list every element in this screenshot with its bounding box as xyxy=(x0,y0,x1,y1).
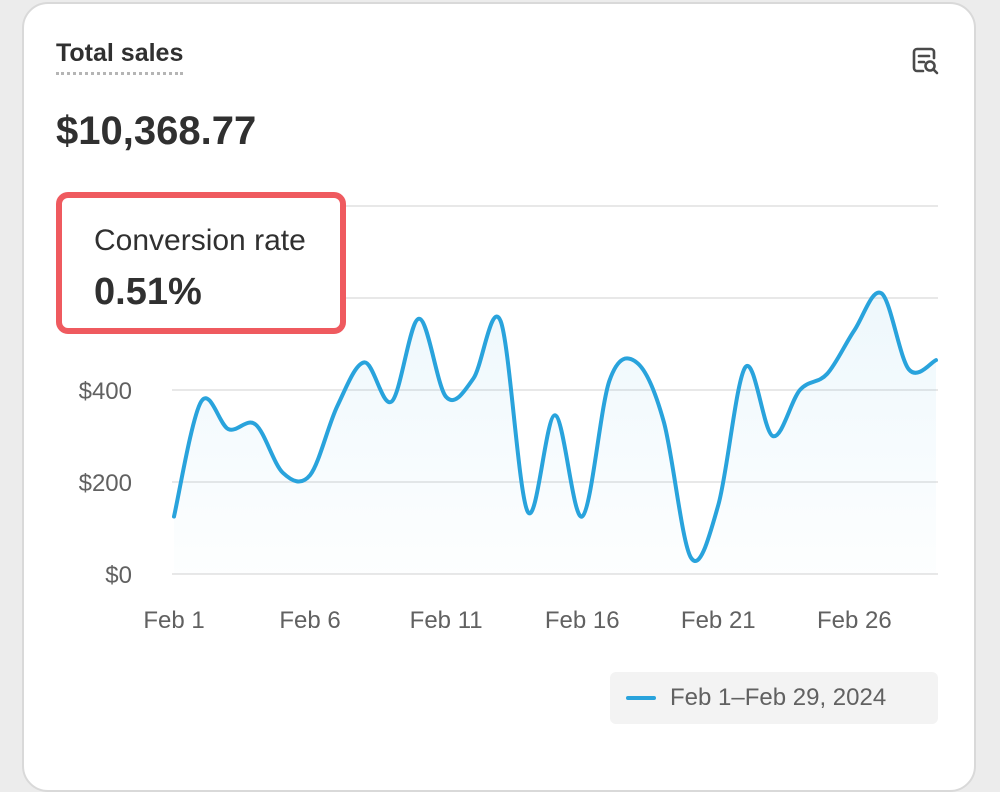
legend-swatch xyxy=(626,696,656,700)
y-tick-label: $200 xyxy=(79,470,132,497)
y-axis-ticks: $0 $200 $400 xyxy=(79,378,132,589)
y-tick-label: $0 xyxy=(105,562,132,589)
chart-legend[interactable]: Feb 1–Feb 29, 2024 xyxy=(610,672,938,724)
sales-line-chart: $0$200$400 Feb 1 Feb 6 Feb 11 Feb 16 Feb 21 F… xyxy=(79,205,938,634)
series-line[interactable] xyxy=(172,290,938,563)
conversion-rate-label: Conversion rate xyxy=(94,224,306,257)
x-tick-label: Feb 21 xyxy=(681,607,756,634)
x-tick-label: Feb 6 xyxy=(279,607,340,634)
card-title[interactable]: Total sales xyxy=(56,38,184,75)
y-tick-label: $400 xyxy=(79,378,132,405)
analytics-search-icon[interactable] xyxy=(906,42,944,80)
series-area-fill xyxy=(174,292,936,574)
legend-label: Feb 1–Feb 29, 2024 xyxy=(670,684,887,711)
x-tick-label: Feb 16 xyxy=(545,607,620,634)
conversion-rate-highlight: Conversion rate 0.51% xyxy=(56,192,346,334)
analytics-search-icon-glyph xyxy=(912,47,939,75)
conversion-rate-value: 0.51% xyxy=(94,271,202,313)
x-tick-label: Feb 26 xyxy=(817,607,892,634)
x-tick-label: Feb 11 xyxy=(410,607,483,634)
x-tick-label: Feb 1 xyxy=(143,607,204,634)
x-axis-ticks: Feb 1 Feb 6 Feb 11 Feb 16 Feb 21 Feb 26 xyxy=(143,607,891,634)
total-sales-value: $10,368.77 xyxy=(56,109,257,153)
